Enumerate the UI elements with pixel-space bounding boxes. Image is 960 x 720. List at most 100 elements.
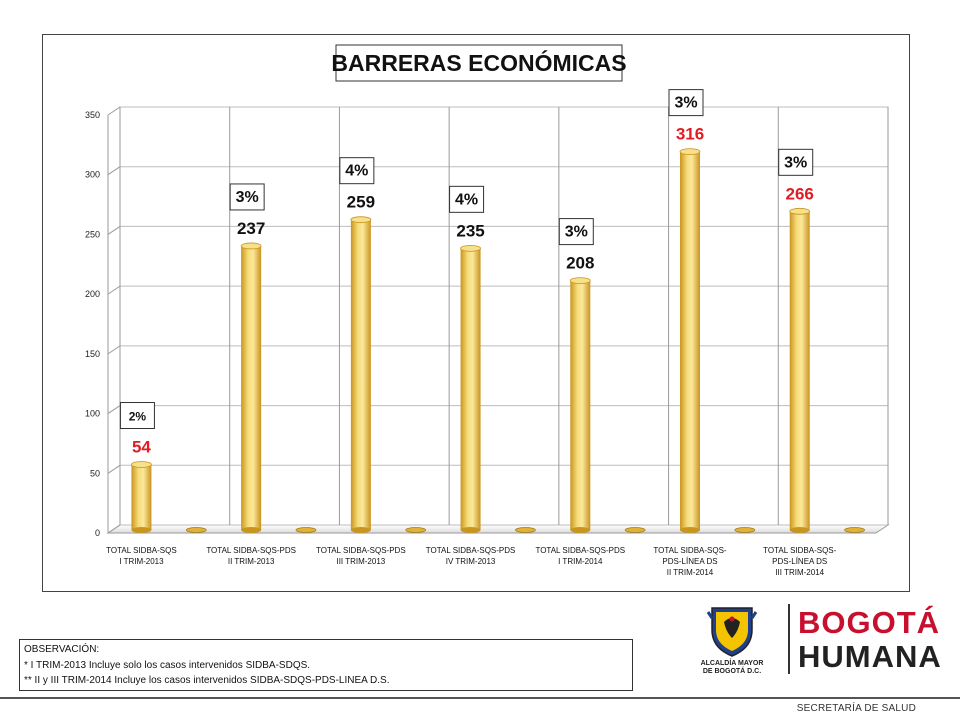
percent-label: 4%: [455, 191, 478, 208]
y-tick-label: 50: [90, 468, 100, 478]
y-gridline-diagonal: [107, 285, 121, 295]
percent-box: [119, 402, 155, 430]
percent-label: 2%: [129, 410, 147, 424]
bar-body: [131, 464, 152, 530]
empty-slot-disc: [515, 527, 536, 533]
y-gridline-diagonal: [107, 166, 121, 176]
percent-box: [778, 148, 814, 176]
percent-box: [339, 157, 375, 185]
x-tick-label: III TRIM-2013: [336, 557, 385, 566]
bar-body: [460, 248, 481, 531]
logo-divider: [788, 604, 790, 674]
y-gridline-diagonal: [107, 226, 121, 235]
chart-title: BARRERAS ECONÓMICAS: [331, 49, 626, 76]
bar-value-label: 54: [132, 438, 151, 457]
empty-slot-disc: [624, 527, 646, 533]
logo-area: ALCALDÍA MAYOR DE BOGOTÁ D.C. BOGOTÁ HUM…: [690, 604, 941, 682]
x-tick-label: IV TRIM-2013: [446, 557, 496, 566]
bar: [569, 277, 591, 533]
x-tick-label: TOTAL SIDBA-SQS-PDS: [206, 546, 296, 555]
alcaldia-line-2: DE BOGOTÁ D.C.: [702, 668, 762, 675]
y-tick-label: 100: [85, 409, 100, 419]
bar: [131, 461, 152, 533]
bar-bottom: [789, 527, 810, 533]
bar-top: [350, 216, 372, 224]
percent-label: 3%: [784, 154, 807, 171]
chart-svg: 0 50 100 150 200 250 300 350 TOTAL SIDBA-SQS I TR…: [85, 44, 890, 577]
alcaldia-line-1: ALCALDÍA MAYOR: [700, 660, 764, 667]
observation-box: OBSERVACIÓN: * I TRIM-2013 Incluye solo …: [19, 639, 633, 691]
bar-value-label: 266: [786, 184, 814, 203]
bar-top: [240, 242, 262, 250]
percent-box: [558, 218, 594, 246]
y-gridline-diagonal: [107, 464, 121, 474]
bar-value-label: 237: [237, 219, 265, 238]
x-tick-label: PDS-LÍNEA DS: [662, 557, 717, 566]
bars-layer: [131, 148, 865, 533]
bar-bottom: [350, 527, 371, 533]
x-tick-label: TOTAL SIDBA-SQS-: [653, 546, 727, 555]
x-tick-label: TOTAL SIDBA-SQS-PDS: [316, 546, 406, 555]
percent-label: 3%: [674, 95, 697, 112]
bar: [789, 207, 811, 533]
x-tick-label: II TRIM-2013: [228, 557, 275, 566]
bar-body: [680, 151, 700, 530]
observation-line-1: * I TRIM-2013 Incluye solo los casos int…: [24, 659, 311, 671]
labels-layer: 54 2% 237 3% 259 4% 235 4% 208 3% 316 3% 266 3%: [119, 89, 814, 457]
bar-value-label: 259: [347, 193, 375, 212]
bar-bottom: [131, 527, 152, 533]
x-tick-label: II TRIM-2014: [667, 568, 714, 577]
footer-divider: [0, 697, 960, 699]
plot-back-wall: [119, 106, 889, 526]
grid-layer: [106, 106, 890, 534]
percent-label: 3%: [565, 224, 588, 241]
percent-box: [668, 89, 704, 117]
alcaldia-label: ALCALDÍA MAYOR DE BOGOTÁ D.C.: [690, 660, 774, 676]
bar-top: [789, 207, 811, 215]
bar-bottom: [680, 527, 700, 533]
observation-title: OBSERVACIÓN:: [24, 644, 100, 655]
bar-value-label: 208: [566, 254, 594, 273]
bar: [679, 148, 701, 533]
bar-top: [460, 244, 481, 252]
x-tick-label: TOTAL SIDBA-SQS-PDS: [426, 546, 516, 555]
bar: [350, 216, 372, 533]
bar-value-label: 235: [456, 221, 484, 240]
chart-frame: 0 50 100 150 200 250 300 350 TOTAL SIDBA-SQS I TR…: [42, 34, 910, 592]
percent-label: 3%: [236, 189, 259, 206]
y-tick-label: 250: [85, 229, 100, 239]
bar-body: [241, 245, 262, 530]
percent-label: 4%: [345, 163, 368, 180]
brand-bogota: BOGOTÁ: [798, 605, 941, 640]
bar-top: [569, 277, 591, 284]
empty-slot-disc: [844, 527, 865, 533]
brand-humana: HUMANA: [798, 639, 942, 674]
empty-slot-disc: [405, 527, 427, 533]
axis-layer: 0 50 100 150 200 250 300 350 TOTAL SIDBA-SQS I TR…: [85, 110, 837, 577]
bar-bottom: [241, 527, 262, 533]
bar: [240, 242, 262, 533]
y-tick-label: 200: [85, 289, 100, 299]
bar-value-label: 316: [676, 125, 704, 144]
percent-box: [449, 185, 485, 213]
bar-top: [131, 461, 152, 468]
title-layer: BARRERAS ECONÓMICAS: [331, 44, 627, 82]
x-tick-label: I TRIM-2013: [119, 557, 164, 566]
empty-slot-disc: [185, 527, 207, 533]
x-tick-label: TOTAL SIDBA-SQS-PDS: [535, 546, 625, 555]
bar-body: [570, 280, 591, 530]
bar-body: [350, 219, 371, 530]
x-tick-label: III TRIM-2014: [775, 568, 824, 577]
chart-title-box: [335, 44, 623, 82]
y-gridline-diagonal: [107, 524, 121, 534]
empty-slot-disc: [734, 527, 756, 533]
y-gridline-diagonal: [107, 106, 121, 116]
y-tick-label: 150: [85, 349, 100, 359]
footer-department: SECRETARÍA DE SALUD: [796, 703, 916, 714]
y-gridline-diagonal: [107, 405, 121, 414]
x-tick-label: I TRIM-2014: [558, 557, 603, 566]
bar-body: [789, 211, 810, 530]
y-tick-label: 300: [85, 170, 100, 180]
bar: [460, 244, 481, 533]
alcaldia-crest-icon: [706, 607, 758, 657]
